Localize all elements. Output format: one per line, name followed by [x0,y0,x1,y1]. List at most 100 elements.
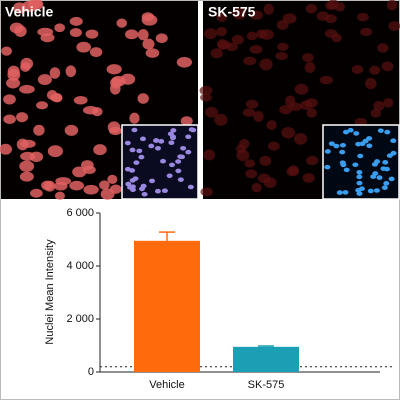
nucleus [259,155,272,166]
nucleus [333,143,340,149]
nucleus [175,168,182,174]
nucleus [170,128,177,133]
nucleus [129,187,136,193]
nucleus [185,134,192,140]
nucleus [83,184,99,195]
nucleus [336,190,343,195]
nucleus [366,136,373,141]
nucleus [64,124,79,136]
nucleus [204,28,218,40]
nucleus [65,65,77,78]
nucleus [161,188,168,194]
nucleus [124,166,131,172]
nucleus [33,124,45,136]
nucleus [138,186,145,192]
nucleus [390,150,397,156]
nucleus [339,142,346,148]
nucleus [356,170,363,175]
nucleus [357,153,364,159]
nucleus [353,131,360,136]
y-tick-label: 6 000 [66,207,94,219]
nucleus [251,182,262,193]
y-tick-label: 0 [88,366,94,378]
nucleus [99,180,110,190]
nucleus [256,29,267,39]
nucleus [205,106,218,118]
nucleus [166,173,173,179]
nucleus [107,174,118,185]
nucleus [356,180,363,186]
nucleus [85,29,99,39]
nucleus [352,162,359,168]
nucleus [154,145,161,151]
nucleus [302,173,315,183]
inset-cells [124,127,397,197]
nucleus [282,13,297,24]
nucleus [388,176,395,182]
nucleus [16,112,28,123]
nucleus [214,113,228,126]
nucleus [141,14,158,26]
nucleus [249,10,263,20]
nucleus [343,129,350,135]
nucleus [177,177,184,182]
nucleus [374,159,381,164]
nucleus [382,160,389,165]
nucleus [351,65,364,75]
nucleus [200,93,212,102]
nucleus [245,99,259,109]
nucleus [49,67,61,79]
nucleus [231,34,244,45]
nucleus [355,187,362,193]
nucleus [383,181,390,186]
nucleus [357,12,369,22]
nucleus [355,141,362,147]
nucleus [168,162,175,168]
nucleus [160,158,167,164]
nucleus [3,94,16,105]
nucleus [249,45,263,54]
nucleus [246,31,258,41]
nucleus [180,116,193,126]
nucleus [384,129,391,135]
nucleus [203,149,216,161]
nucleus [185,149,192,155]
nucleus [120,73,136,85]
nucleus [339,149,346,155]
nucleus [72,166,87,178]
nucleus [369,65,381,75]
nucleus [73,95,88,105]
nucleus [138,154,145,160]
nucleus [383,97,394,108]
bar [233,346,299,372]
nucleus [302,53,314,63]
nucleus [155,33,168,44]
nucleus [180,145,187,151]
nucleus [19,160,35,172]
nucleus [187,184,194,190]
nucleus [377,128,384,133]
nucleus [331,33,342,43]
nucleus [19,171,34,182]
nucleus [390,138,397,144]
nucleus [275,52,288,61]
y-tick-label: 4 000 [66,260,94,272]
nucleus [1,46,12,56]
nucleus [288,165,299,176]
nucleus [6,77,21,89]
nucleus [20,57,34,70]
nucleus [383,166,390,172]
nucleus [89,47,103,58]
nucleus [242,108,256,117]
nucleus [7,65,20,78]
nucleus [129,147,136,153]
nucleus [263,3,274,15]
nucleus [36,101,48,110]
nucleus [243,56,257,66]
nucleus [69,28,82,38]
nucleus [76,41,92,53]
nucleus [93,144,107,156]
nucleus [145,48,160,58]
nucleus [373,101,385,111]
nucleus [167,131,174,137]
